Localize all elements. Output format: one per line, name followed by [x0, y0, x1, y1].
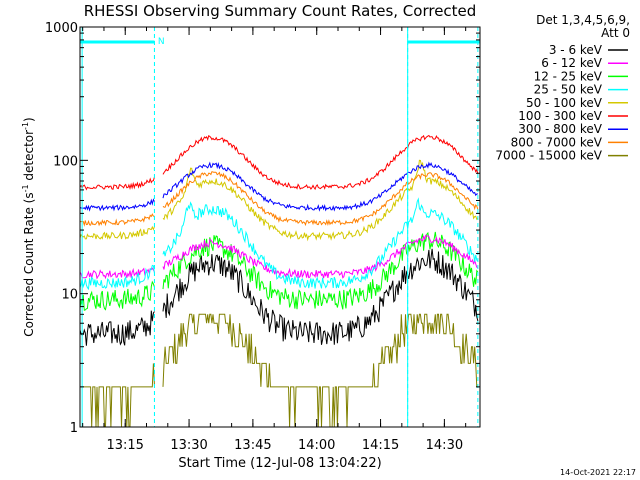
y-axis-label: Corrected Count Rate (s-1 detector-1) [21, 117, 36, 336]
y-tick-label: 100 [53, 154, 78, 169]
series-line [79, 134, 479, 191]
series-line [79, 248, 479, 346]
x-tick-label: 14:30 [426, 438, 463, 453]
x-axis: 13:15 13:30 13:45 14:00 14:15 14:30 [82, 27, 467, 453]
series-line [79, 161, 478, 212]
y-axis-label-mid: detector [22, 130, 36, 185]
x-tick-label: 13:30 [170, 438, 207, 453]
x-tick-label: 13:45 [234, 438, 271, 453]
chart-title: RHESSI Observing Summary Count Rates, Co… [84, 2, 477, 20]
plot-area: N [79, 27, 480, 428]
y-tick-label: 1000 [45, 21, 78, 36]
legend-label: 12 - 25 keV [534, 69, 603, 83]
legend-label: 7000 - 15000 keV [495, 149, 602, 163]
plot-frame [79, 26, 481, 428]
y-axis-label-main: Corrected Count Rate (s [22, 192, 36, 336]
series-line [79, 234, 478, 280]
legend-label: 6 - 12 keV [541, 56, 603, 70]
series-line [79, 197, 478, 291]
x-tick-label: 14:15 [362, 438, 399, 453]
timestamp: 14-Oct-2021 22:17 [560, 468, 636, 477]
series-line [79, 171, 479, 227]
y-tick-label: 1 [70, 421, 78, 436]
legend-label: 25 - 50 keV [534, 83, 603, 97]
legend-header-line2: Att 0 [601, 26, 630, 40]
series-line [79, 231, 479, 311]
y-axis-label-sup1: -1 [21, 184, 30, 192]
legend-label: 300 - 800 keV [518, 122, 602, 136]
series-line [80, 313, 478, 428]
y-axis: 1 10 100 1000 [45, 21, 480, 436]
legend-label: 50 - 100 keV [526, 96, 603, 110]
y-tick-label: 10 [61, 288, 78, 303]
x-tick-label: 14:00 [298, 438, 335, 453]
x-axis-label: Start Time (12-Jul-08 13:04:22) [178, 456, 381, 471]
legend-label: 800 - 7000 keV [511, 135, 603, 149]
y-axis-label-sup2: -1 [21, 122, 30, 130]
legend-header-line1: Det 1,3,4,5,6,9, [536, 13, 630, 27]
night-marker: N [158, 37, 165, 47]
y-axis-label-end: ) [22, 117, 36, 122]
legend-label: 100 - 300 keV [518, 109, 602, 123]
x-tick-label: 13:15 [106, 438, 143, 453]
legend-label: 3 - 6 keV [549, 43, 603, 57]
